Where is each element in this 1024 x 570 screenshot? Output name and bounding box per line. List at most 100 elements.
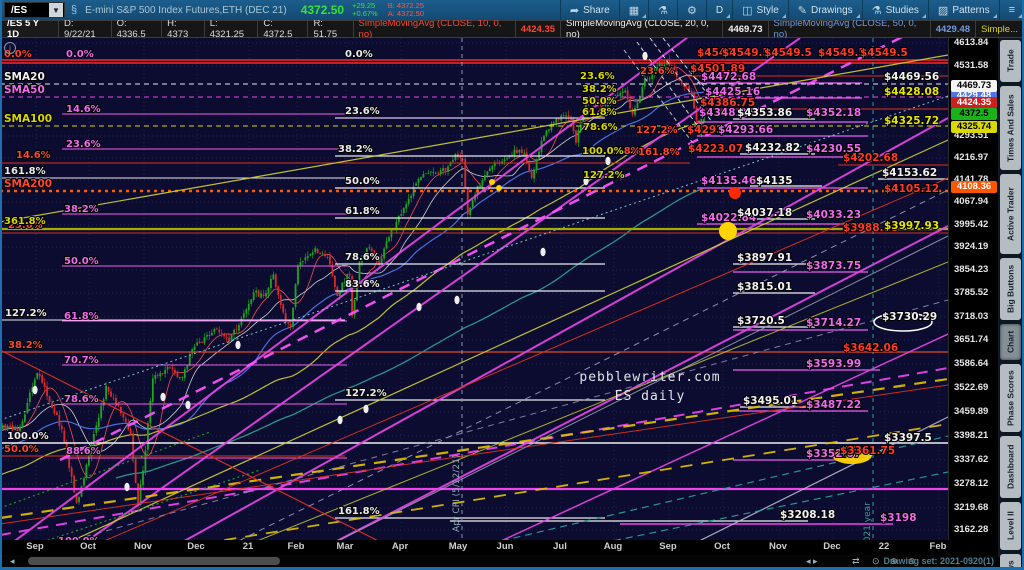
toolbar-button-patterns[interactable]: ▨ Patterns bbox=[927, 0, 999, 20]
svg-text:0.0%: 0.0% bbox=[66, 49, 94, 60]
scroll-left-icon[interactable]: ◂ bbox=[10, 556, 15, 566]
sidebar-tab-phase-scores[interactable]: Phase Scores bbox=[1000, 364, 1021, 432]
price-tick: 3337.62 bbox=[954, 454, 989, 465]
zoom-out-icon[interactable]: ⊖ bbox=[908, 556, 916, 566]
symbol-value[interactable]: /ES bbox=[11, 4, 28, 16]
toolbar-button-list-icon[interactable]: ≡ bbox=[998, 0, 1024, 20]
svg-text:100.0%: 100.0% bbox=[7, 431, 49, 442]
svg-text:50.0%: 50.0% bbox=[345, 176, 380, 187]
calendar-icon: ▦ bbox=[628, 4, 640, 17]
svg-text:$4549: $4549 bbox=[697, 47, 734, 59]
svg-text:Apr CPI (5/12/21): Apr CPI (5/12/21) bbox=[452, 455, 462, 532]
svg-text:$4472.68: $4472.68 bbox=[701, 71, 756, 83]
patterns-icon: ▨ bbox=[937, 4, 949, 17]
svg-text:0.0%: 0.0% bbox=[4, 49, 32, 60]
auto-scale-icon[interactable]: ⊙ bbox=[872, 556, 880, 566]
sidebar-tab-trade[interactable]: Trade bbox=[1000, 40, 1021, 82]
price-chart[interactable]: Apr CPI (5/12/21) 2021 year 0.0% 14.6% 23.6%… bbox=[0, 38, 948, 540]
svg-text:$3208.18: $3208.18 bbox=[780, 509, 835, 521]
svg-text:23.6%: 23.6% bbox=[345, 106, 380, 117]
sidebar-tab-times-and-sales[interactable]: Times And Sales bbox=[1000, 86, 1021, 170]
sidebar-tabs: Trade Times And Sales Active Trader Big But… bbox=[998, 20, 1024, 570]
study-label[interactable]: Simple... bbox=[976, 20, 1024, 38]
symbol-dropdown-icon[interactable]: ▼ bbox=[49, 3, 63, 17]
time-axis[interactable]: Sep Oct Nov Dec 21 Feb Mar Apr May Jun Jul Aug Sep Oc… bbox=[0, 540, 948, 555]
svg-text:70.7%: 70.7% bbox=[64, 355, 99, 366]
toolbar-button-share[interactable]: ➦ Share bbox=[559, 0, 619, 20]
sidebar-tab-dashboard[interactable]: Dashboard bbox=[1000, 436, 1021, 498]
ohlc-cell: O: 4336.5 bbox=[111, 20, 163, 38]
axis-badge: 4372.5 bbox=[951, 108, 997, 120]
study-label[interactable]: SimpleMovingAvg (CLOSE, 20, 0, no) bbox=[561, 20, 724, 38]
month-tick: Oct bbox=[80, 541, 96, 552]
style-icon: ◫ bbox=[742, 4, 753, 17]
svg-text:$4549.5: $4549.5 bbox=[818, 47, 866, 59]
svg-text:23.6%: 23.6% bbox=[580, 71, 615, 82]
month-tick: Mar bbox=[336, 541, 354, 552]
chart-canvas[interactable]: Apr CPI (5/12/21) 2021 year 0.0% 14.6% 23.6%… bbox=[0, 38, 948, 540]
svg-text:$4292: $4292 bbox=[687, 124, 724, 136]
svg-text:SMA50: SMA50 bbox=[4, 84, 45, 96]
month-tick: Nov bbox=[769, 541, 787, 552]
sidebar-tab-chart[interactable]: Chart bbox=[1000, 324, 1021, 360]
svg-text:23.6%: 23.6% bbox=[66, 139, 101, 150]
price-tick: 3162.28 bbox=[954, 524, 989, 535]
svg-text:23.6%: 23.6% bbox=[640, 66, 675, 77]
svg-text:$3487.22: $3487.22 bbox=[806, 399, 861, 411]
price-ax[interactable]: 4613.84 4531.58 4293.51 4216.97 4141.78 4067.… bbox=[948, 37, 998, 540]
svg-text:$3730.29: $3730.29 bbox=[882, 311, 937, 323]
svg-text:$3897.91: $3897.91 bbox=[737, 252, 792, 264]
svg-text:$4325.72: $4325.72 bbox=[884, 115, 939, 127]
svg-text:127.2%: 127.2% bbox=[345, 388, 387, 399]
svg-text:$3873.75: $3873.75 bbox=[806, 260, 861, 272]
toolbar-button-d[interactable]: D bbox=[705, 0, 732, 20]
svg-text:$4549.5: $4549.5 bbox=[860, 47, 908, 59]
svg-text:78.6%: 78.6% bbox=[64, 394, 99, 405]
month-tick: Sep bbox=[659, 541, 677, 552]
svg-text:38.2%: 38.2% bbox=[582, 84, 617, 95]
ohlc-cell: C: 4372.5 bbox=[258, 20, 309, 38]
sidebar-tab-big-buttons[interactable]: Big Buttons bbox=[1000, 258, 1021, 320]
svg-text:$4501.89: $4501.89 bbox=[690, 63, 745, 75]
svg-text:61.8%: 61.8% bbox=[64, 311, 99, 322]
net-change: +29.25 bbox=[352, 1, 376, 10]
last-price: 4372.50 bbox=[300, 3, 345, 17]
toolbar-button-beaker-icon[interactable]: ⚗ bbox=[648, 0, 677, 20]
price-tick: 4067.94 bbox=[954, 196, 989, 207]
toolbar-button-style[interactable]: ◫ Style bbox=[732, 0, 788, 20]
toolbar-button-gear-icon[interactable]: ⚙ bbox=[677, 0, 706, 20]
axis-badge: 4108.36 bbox=[951, 181, 997, 193]
pan-range-icon[interactable]: ⇄ bbox=[852, 556, 860, 566]
scrollbar-thumb[interactable] bbox=[28, 557, 280, 565]
month-tick: Nov bbox=[134, 541, 152, 552]
svg-text:SMA200: SMA200 bbox=[4, 178, 52, 190]
sidebar-tab-level-ii[interactable]: Level II bbox=[1000, 502, 1021, 550]
svg-text:$3997.93: $3997.93 bbox=[884, 220, 939, 232]
month-tick: Oct bbox=[714, 541, 730, 552]
toolbar-button-studies[interactable]: ⚗ Studies bbox=[861, 0, 928, 20]
bid-value: B: 4372.25 bbox=[387, 1, 425, 10]
toolbar-button-drawings[interactable]: ✎ Drawings bbox=[787, 0, 862, 20]
drawing-set-label[interactable]: Drawing set: 2021-0920(1) bbox=[883, 556, 994, 566]
link-channel-icon[interactable]: § bbox=[71, 4, 78, 16]
sidebar-tab-active-trader[interactable]: Active Trader bbox=[1000, 174, 1021, 254]
svg-text:38.2%: 38.2% bbox=[64, 204, 99, 215]
study-label[interactable]: SimpleMovingAvg (CLOSE, 50, 0, no) bbox=[768, 20, 931, 38]
study-label[interactable]: SimpleMovingAvg (CLOSE, 10, 0, no) bbox=[353, 20, 516, 38]
svg-text:$4469.56: $4469.56 bbox=[884, 71, 939, 83]
svg-text:$4037.18: $4037.18 bbox=[737, 207, 792, 219]
zoom-in-icon[interactable]: ⊕ bbox=[890, 556, 898, 566]
axis-badge: 4424.35 bbox=[951, 97, 997, 109]
svg-text:$4135: $4135 bbox=[756, 175, 793, 187]
symbol-timeframe: /ES 5 Y 1D bbox=[0, 20, 59, 38]
pan-arrows-icon[interactable]: ◂ ▸ bbox=[806, 556, 818, 566]
chart-header: /ES 5 Y 1D D: 9/22/21 O: 4336.5 H: 4373 L: … bbox=[0, 20, 1024, 38]
svg-text:$3198: $3198 bbox=[880, 512, 917, 524]
symbol-input[interactable]: /ES ▼ bbox=[4, 2, 65, 18]
toolbar-button-calendar-icon[interactable]: ▦ bbox=[618, 0, 648, 20]
month-tick: Apr bbox=[391, 541, 409, 552]
svg-text:161.8%: 161.8% bbox=[4, 166, 46, 177]
study-value: 4424.35 bbox=[515, 20, 562, 38]
price-tick: 4216.97 bbox=[954, 152, 989, 163]
